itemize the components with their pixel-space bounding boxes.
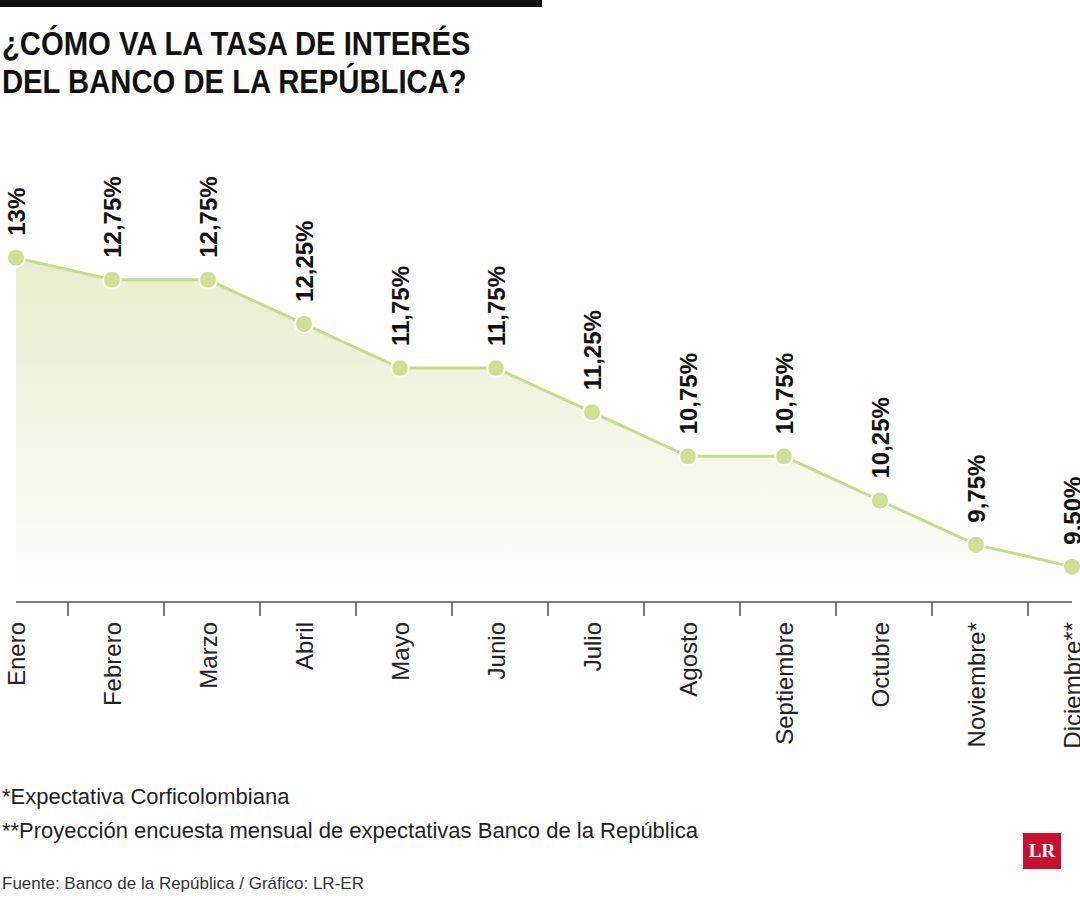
- svg-text:Agosto: Agosto: [675, 622, 702, 697]
- svg-text:9,50%: 9,50%: [1059, 477, 1073, 545]
- svg-text:Octubre: Octubre: [867, 622, 894, 707]
- html-text:¿CÓMO VA LA TASA DE INTERÉS DE: ¿CÓMO VA LA TASA DE INTERÉS DEL BANCO DE…: [2, 24, 471, 101]
- svg-text:Enero: Enero: [8, 622, 30, 686]
- svg-text:Diciembre**: Diciembre**: [1059, 622, 1073, 749]
- svg-text:10,75%: 10,75%: [771, 353, 798, 434]
- html-text:Fuente: Banco de la República: Fuente: Banco de la República / Gráfico:…: [2, 874, 364, 893]
- svg-text:12,75%: 12,75%: [195, 176, 222, 257]
- svg-text:9,75%: 9,75%: [963, 455, 990, 523]
- svg-text:11,75%: 11,75%: [387, 266, 414, 346]
- svg-text:12,25%: 12,25%: [291, 221, 318, 302]
- svg-text:Junio: Junio: [483, 622, 510, 679]
- svg-text:Noviembre*: Noviembre*: [963, 622, 990, 747]
- svg-text:11,75%: 11,75%: [483, 266, 510, 346]
- svg-text:Julio: Julio: [579, 622, 606, 671]
- svg-text:10,75%: 10,75%: [675, 353, 702, 434]
- html-text:**Proyección encuesta mensual: **Proyección encuesta mensual de expecta…: [2, 818, 698, 843]
- svg-text:10,25%: 10,25%: [867, 397, 894, 478]
- svg-text:Febrero: Febrero: [99, 622, 126, 706]
- svg-text:11,25%: 11,25%: [579, 310, 606, 390]
- html-text:*Expectativa Corficolombiana: *Expectativa Corficolombiana: [2, 784, 290, 809]
- svg-text:Mayo: Mayo: [387, 622, 414, 681]
- svg-text:Marzo: Marzo: [195, 622, 222, 689]
- svg-text:Abril: Abril: [291, 622, 318, 670]
- svg-text:Septiembre: Septiembre: [771, 622, 798, 745]
- html-text:LR: LR: [1028, 840, 1056, 861]
- svg-text:12,75%: 12,75%: [99, 176, 126, 257]
- svg-text:13%: 13%: [8, 188, 30, 236]
